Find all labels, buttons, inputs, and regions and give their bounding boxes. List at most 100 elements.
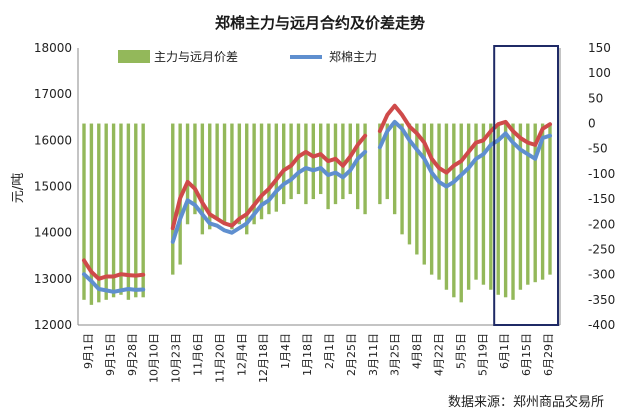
- spread-bar: [333, 123, 338, 205]
- main-contract-line: [82, 119, 552, 294]
- x-tick-label: 9月28日: [126, 333, 139, 376]
- spread-bar: [392, 123, 397, 215]
- spread-bar: [215, 123, 219, 220]
- x-tick-label: 4月22日: [432, 333, 445, 376]
- y-left-tick-label: 13000: [34, 272, 72, 286]
- y-right-tick-label: -300: [588, 268, 615, 282]
- price-lines: [82, 103, 552, 294]
- spread-bar: [97, 123, 101, 303]
- spread-bar: [407, 123, 412, 245]
- x-tick-label: 5月19日: [476, 333, 489, 376]
- spread-bar: [171, 123, 175, 275]
- legend: 主力与远月价差 郑棉主力: [118, 49, 377, 64]
- spread-bar: [304, 123, 308, 205]
- y-right-tick-label: -250: [588, 242, 615, 256]
- legend-label-line: 郑棉主力: [329, 49, 377, 64]
- spread-bar: [193, 123, 197, 215]
- spread-bar: [237, 123, 242, 225]
- y-left-tick-label: 12000: [34, 318, 72, 332]
- spread-bar: [208, 123, 212, 230]
- spread-bar: [119, 123, 123, 295]
- y-right-tick-label: -350: [588, 293, 615, 307]
- y-left-tick-label: 17000: [34, 87, 72, 101]
- spread-bar: [319, 123, 323, 195]
- spread-bar: [274, 123, 279, 212]
- spread-bar: [104, 123, 108, 300]
- spread-bar: [459, 123, 463, 303]
- spread-bar: [126, 123, 131, 300]
- spread-bar: [141, 123, 145, 298]
- y-right-tick-label: 150: [588, 41, 611, 55]
- y-right-tick-label: 100: [588, 66, 611, 80]
- spread-bar: [200, 123, 205, 235]
- legend-swatch-bar: [118, 50, 150, 63]
- x-tick-label: 4月8日: [411, 333, 424, 369]
- spread-bar: [111, 123, 116, 298]
- data-source: 数据来源：郑州商品交易所: [448, 394, 604, 410]
- spread-bar: [422, 123, 426, 265]
- spread-bar: [452, 123, 456, 298]
- y-right-tick-label: -50: [588, 142, 608, 156]
- spread-bar: [341, 123, 345, 200]
- spread-bar: [503, 123, 508, 298]
- spread-bar: [444, 123, 449, 290]
- spread-bar: [222, 123, 227, 225]
- spread-bar: [245, 123, 249, 235]
- y-left-tick-label: 18000: [34, 41, 72, 55]
- x-tick-label: 2月1日: [323, 333, 336, 369]
- spread-bar: [355, 123, 360, 210]
- y-right-tick-label: -100: [588, 167, 615, 181]
- spread-bar: [185, 123, 190, 225]
- spread-bar: [489, 123, 493, 290]
- spread-bar: [437, 123, 441, 280]
- spread-bar: [252, 123, 256, 225]
- y-right-tick-label: 50: [588, 91, 603, 105]
- spread-bars: [82, 123, 552, 305]
- spread-bar: [363, 123, 367, 215]
- far-month-line: [82, 103, 552, 281]
- chart-title: 郑棉主力与远月合约及价差走势: [215, 14, 425, 32]
- spread-bar: [385, 123, 389, 200]
- spread-bar: [282, 123, 286, 205]
- y-right-tick-label: -150: [588, 192, 615, 206]
- x-tick-label: 3月11日: [367, 333, 380, 376]
- spread-bar: [311, 123, 315, 200]
- x-tick-label: 6月1日: [498, 333, 511, 369]
- spread-bar: [134, 123, 138, 298]
- x-tick-label: 6月29日: [542, 333, 555, 376]
- x-tick-label: 1月4日: [279, 333, 292, 369]
- spread-bar: [326, 123, 330, 210]
- spread-bar: [481, 123, 486, 285]
- spread-bar: [82, 123, 86, 300]
- x-tick-label: 12月4日: [235, 333, 248, 376]
- spread-bar: [511, 123, 515, 300]
- y-left-tick-label: 15000: [34, 180, 72, 194]
- y-left-tick-label: 16000: [34, 133, 72, 147]
- y-right-tick-label: 0: [588, 117, 596, 131]
- y-left-tick-label: 14000: [34, 226, 72, 240]
- spread-bar: [400, 123, 404, 235]
- x-tick-label: 9月1日: [82, 333, 95, 369]
- spread-bar: [526, 123, 530, 285]
- spread-bar: [378, 123, 382, 205]
- x-tick-label: 5月5日: [454, 333, 467, 369]
- x-tick-label: 11月20日: [213, 333, 226, 383]
- spread-bar: [518, 123, 523, 290]
- x-tick-label: 1月18日: [301, 333, 314, 376]
- spread-bar: [533, 123, 537, 283]
- spread-bar: [89, 123, 94, 305]
- x-tick-label: 10月10日: [148, 333, 161, 383]
- spread-bar: [474, 123, 478, 280]
- axes: 12000 13000 14000 15000 16000 17000 18000 150 10…: [34, 41, 615, 383]
- spread-bar: [540, 123, 545, 280]
- x-tick-label: 9月15日: [104, 333, 117, 376]
- spread-bar: [548, 123, 552, 275]
- y-axis-label: 元/吨: [11, 173, 26, 203]
- spread-bar: [496, 123, 500, 295]
- spread-bar: [466, 123, 471, 290]
- x-tick-label: 10月23日: [170, 333, 183, 383]
- x-tick-label: 12月18日: [257, 333, 270, 383]
- x-tick-label: 3月25日: [389, 333, 402, 376]
- y-right-tick-label: -400: [588, 318, 615, 332]
